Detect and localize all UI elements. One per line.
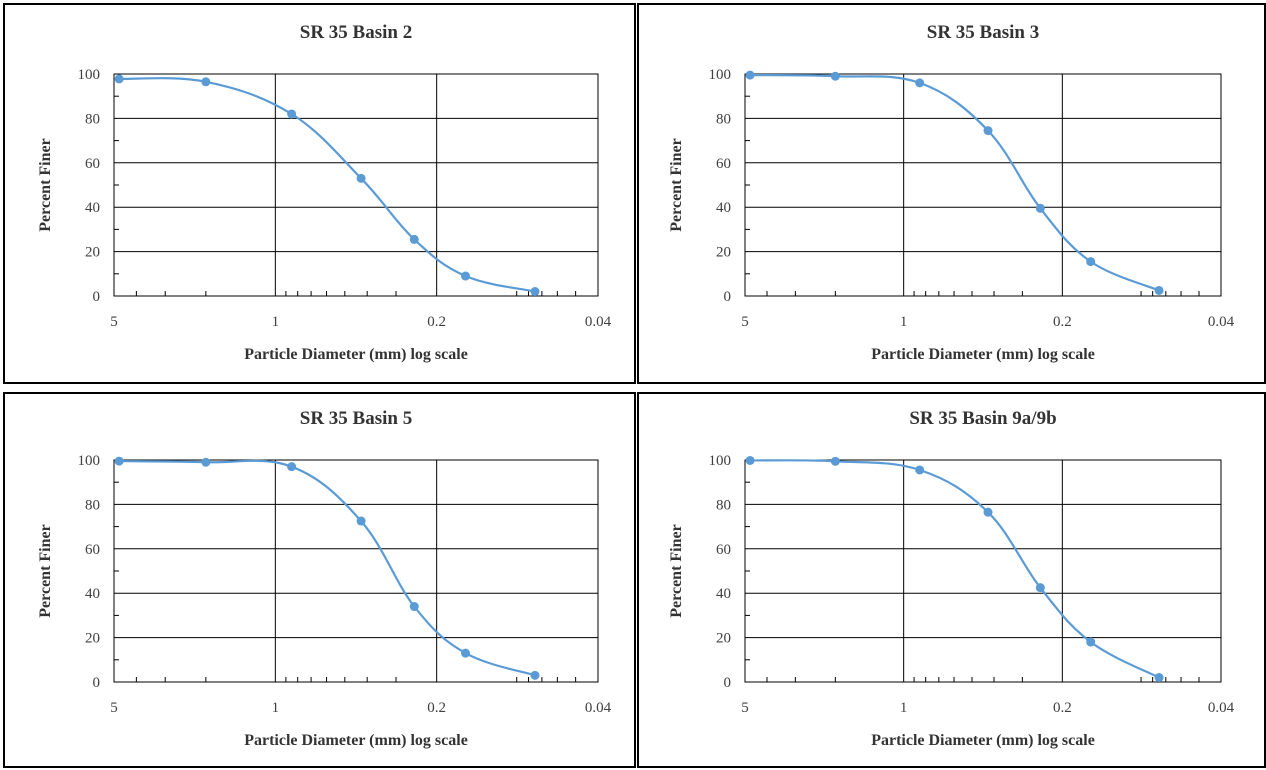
x-tick-label: 0.04 (1208, 314, 1235, 330)
y-tick-label: 0 (93, 675, 101, 691)
chart-panel-basin-3: SR 35 Basin 3 0 20 40 60 80 100 5 1 0.2 0.04 Partic… (637, 3, 1266, 384)
y-axis-label: Percent Finer (37, 524, 54, 617)
data-point (1035, 203, 1045, 213)
data-point (287, 109, 297, 119)
x-axis-label: Particle Diameter (mm) log scale (871, 346, 1095, 363)
data-point (201, 77, 211, 87)
data-point (915, 465, 925, 475)
data-point (1086, 637, 1096, 647)
x-axis-label: Particle Diameter (mm) log scale (871, 732, 1095, 749)
y-tick-label: 100 (78, 67, 101, 83)
series-line (119, 77, 536, 293)
y-tick-label: 100 (709, 453, 732, 469)
y-tick-label: 20 (716, 245, 731, 261)
y-axis-label: Percent Finer (668, 524, 685, 617)
x-tick-label: 1 (900, 700, 908, 716)
data-point (114, 74, 124, 84)
y-tick-label: 80 (716, 497, 731, 513)
x-tick-label: 0.2 (1053, 700, 1072, 716)
x-axis-label: Particle Diameter (mm) log scale (244, 732, 468, 749)
chart-title: SR 35 Basin 9a/9b (909, 408, 1056, 429)
data-point (530, 287, 540, 297)
data-point (915, 78, 925, 88)
data-point (1086, 257, 1096, 267)
data-point (1154, 285, 1164, 295)
plot-area (113, 73, 599, 297)
chart-title: SR 35 Basin 5 (300, 408, 412, 429)
x-tick-label: 5 (110, 314, 118, 330)
x-tick-label: 0.2 (427, 314, 446, 330)
y-tick-label: 0 (93, 289, 101, 305)
series-line (119, 459, 536, 677)
x-tick-label: 1 (900, 314, 908, 330)
chart-title: SR 35 Basin 3 (927, 22, 1039, 43)
y-tick-label: 40 (85, 586, 100, 602)
y-tick-label: 60 (716, 542, 731, 558)
chart-panel-basin-5: SR 35 Basin 5 0 20 40 60 80 100 5 1 0.2 0.04 Partic… (3, 392, 636, 768)
data-point (461, 648, 471, 658)
chart-title: SR 35 Basin 2 (300, 22, 412, 43)
data-point (409, 602, 419, 612)
x-tick-label: 0.04 (585, 700, 612, 716)
data-point (409, 234, 419, 244)
y-tick-label: 40 (85, 200, 100, 216)
y-axis-label: Percent Finer (37, 138, 54, 231)
y-tick-label: 80 (85, 111, 100, 127)
data-point (287, 462, 297, 472)
plot-area (113, 459, 599, 683)
x-tick-label: 5 (741, 700, 749, 716)
x-tick-label: 1 (272, 700, 280, 716)
y-axis-label: Percent Finer (668, 138, 685, 231)
y-tick-label: 40 (716, 200, 731, 216)
x-tick-label: 5 (741, 314, 749, 330)
x-tick-label: 0.2 (427, 700, 446, 716)
y-tick-label: 100 (709, 67, 732, 83)
data-point (530, 670, 540, 680)
y-tick-label: 60 (716, 156, 731, 172)
y-tick-label: 0 (724, 675, 732, 691)
y-tick-label: 20 (85, 245, 100, 261)
y-tick-label: 80 (85, 497, 100, 513)
y-tick-label: 0 (724, 289, 732, 305)
data-point (983, 126, 993, 136)
plot-area (744, 459, 1222, 683)
chart-svg: SR 35 Basin 5 0 20 40 60 80 100 5 1 0.2 0.04 Partic… (37, 408, 612, 749)
y-tick-label: 40 (716, 586, 731, 602)
data-point (356, 173, 366, 183)
plot-area (744, 73, 1222, 297)
data-point (745, 70, 755, 80)
data-point (201, 457, 211, 467)
data-point (830, 71, 840, 81)
x-tick-label: 0.04 (1208, 700, 1235, 716)
y-tick-label: 20 (716, 631, 731, 647)
data-point (1035, 583, 1045, 593)
data-point (745, 455, 755, 465)
data-point (114, 456, 124, 466)
x-tick-label: 1 (272, 314, 280, 330)
data-point (983, 507, 993, 517)
x-tick-label: 0.04 (585, 314, 612, 330)
chart-svg: SR 35 Basin 9a/9b 0 20 40 60 80 100 5 1 0.2 0.04 Pa… (668, 408, 1235, 749)
chart-panel-basin-2: SR 35 Basin 2 0 20 40 60 80 100 5 1 0.2 0.04 Partic… (3, 3, 636, 384)
series-line (750, 74, 1160, 292)
y-tick-label: 100 (78, 453, 101, 469)
data-point (356, 516, 366, 526)
y-tick-label: 60 (85, 156, 100, 172)
x-tick-label: 0.2 (1053, 314, 1072, 330)
chart-panel-basin-9a-9b: SR 35 Basin 9a/9b 0 20 40 60 80 100 5 1 0.2 0.04 Pa… (637, 392, 1266, 768)
data-point (830, 456, 840, 466)
x-tick-label: 5 (110, 700, 118, 716)
data-point (1154, 673, 1164, 683)
chart-svg: SR 35 Basin 2 0 20 40 60 80 100 5 1 0.2 0.04 Partic… (37, 22, 612, 363)
chart-svg: SR 35 Basin 3 0 20 40 60 80 100 5 1 0.2 0.04 Partic… (668, 22, 1235, 363)
series-line (750, 459, 1160, 679)
y-tick-label: 60 (85, 542, 100, 558)
data-point (461, 271, 471, 281)
y-tick-label: 80 (716, 111, 731, 127)
y-tick-label: 20 (85, 631, 100, 647)
x-axis-label: Particle Diameter (mm) log scale (244, 346, 468, 363)
